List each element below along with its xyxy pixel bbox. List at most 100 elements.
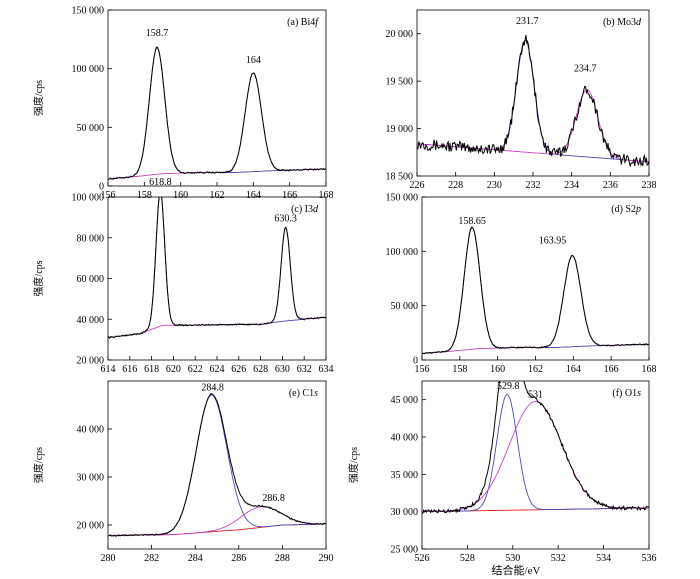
x-tick-label: 164 (246, 190, 261, 201)
y-tick-label: 40 000 (77, 315, 105, 326)
x-tick-label: 158 (452, 364, 467, 375)
x-tick-label: 230 (487, 180, 502, 191)
fit-component (417, 89, 649, 163)
fit-component (417, 39, 649, 163)
panel-f: 526 528 530 532 534 536 25 000 30 000 35 000 40 0… (347, 380, 657, 564)
y-tick-label: 100 000 (386, 247, 419, 258)
y-tick-label: 100 000 (72, 193, 105, 204)
panel-b: 226 228 230 232 234 236 238 18 500 19 000 19 500 2… (386, 9, 657, 191)
x-tick-label: 280 (101, 553, 116, 564)
raw-spectrum (108, 197, 326, 339)
peak-label: 234.7 (574, 64, 597, 75)
y-tick-label: 40 000 (77, 425, 105, 436)
y-axis-label: 强度/cps (32, 447, 45, 483)
x-tick-label: 158 (137, 190, 152, 201)
x-tick-label: 228 (448, 180, 463, 191)
panel-title: (b) Mo3d (603, 17, 642, 28)
y-axis-label: 强度/cps (32, 80, 45, 116)
x-tick-label: 536 (642, 553, 657, 564)
fit-component (422, 394, 649, 513)
x-axis-label: 结合能/eV (492, 563, 541, 577)
panel-d: 156 158 160 162 164 166 168 0 50 000 100 000 150 0… (386, 193, 657, 376)
y-tick-label: 100 000 (72, 64, 105, 75)
x-tick-label: 168 (319, 190, 334, 201)
y-tick-label: 40 000 (391, 433, 419, 444)
raw-spectrum (422, 381, 649, 514)
panel-title: (a) Bi4f (287, 17, 319, 28)
x-tick-label: 166 (604, 364, 619, 375)
y-tick-label: 19 500 (386, 77, 414, 88)
raw-spectrum (422, 226, 649, 355)
panel-title: (e) C1s (289, 388, 318, 399)
y-tick-label: 19 000 (386, 124, 414, 135)
y-tick-label: 50 000 (77, 123, 105, 134)
y-tick-label: 20 000 (77, 521, 105, 532)
fit-component (422, 401, 649, 513)
panel-a: 156 158 160 162 164 166 168 0 50 000 100 000 150 0… (32, 6, 334, 202)
x-tick-label: 232 (526, 180, 541, 191)
x-tick-label: 286 (231, 553, 246, 564)
peak-label: 284.8 (201, 383, 224, 394)
x-tick-label: 526 (415, 553, 430, 564)
x-tick-label: 620 (166, 364, 181, 375)
x-tick-label: 234 (564, 180, 579, 191)
x-tick-label: 162 (528, 364, 543, 375)
plot-frame (107, 380, 327, 550)
x-tick-label: 630 (275, 364, 290, 375)
panel-title: (f) O1s (612, 388, 641, 399)
x-tick-label: 624 (210, 364, 225, 375)
x-tick-label: 530 (505, 553, 520, 564)
x-tick-label: 238 (642, 180, 657, 191)
peak-label: 158.65 (458, 216, 486, 227)
y-tick-label: 20 000 (386, 29, 414, 40)
y-tick-label: 80 000 (77, 233, 105, 244)
x-tick-label: 162 (210, 190, 225, 201)
x-tick-label: 166 (282, 190, 297, 201)
y-tick-label: 150 000 (72, 6, 105, 17)
peak-label: 231.7 (516, 16, 539, 27)
peak-label: 618.8 (149, 177, 172, 188)
y-tick-label: 60 000 (77, 274, 105, 285)
y-tick-label: 30 000 (391, 507, 419, 518)
x-tick-label: 168 (642, 364, 657, 375)
peak-label: 164 (246, 55, 261, 66)
fit-component (422, 255, 649, 354)
panel-title: (c) I3d (291, 204, 319, 215)
x-tick-label: 160 (173, 190, 188, 201)
y-axis-label: 强度/cps (347, 447, 360, 483)
x-tick-label: 164 (566, 364, 581, 375)
x-tick-label: 632 (297, 364, 312, 375)
y-tick-label: 35 000 (391, 470, 419, 481)
y-tick-label: 20 000 (77, 356, 105, 367)
fit-component (108, 47, 326, 180)
y-tick-label: 50 000 (391, 301, 419, 312)
x-tick-label: 282 (144, 553, 159, 564)
x-tick-label: 236 (603, 180, 618, 191)
peak-label: 531 (528, 389, 543, 400)
x-tick-label: 290 (319, 553, 334, 564)
x-tick-label: 626 (231, 364, 246, 375)
y-tick-label: 18 500 (386, 172, 414, 183)
x-tick-label: 614 (101, 364, 116, 375)
panel-e: 280 282 284 286 288 290 20 000 30 000 40 000 强度/c… (32, 380, 334, 564)
x-tick-label: 160 (490, 364, 505, 375)
peak-label: 630.3 (274, 213, 297, 224)
x-tick-label: 622 (188, 364, 203, 375)
x-tick-label: 628 (253, 364, 268, 375)
peak-label: 529.8 (497, 381, 520, 392)
fit-component (108, 394, 326, 537)
y-tick-label: 45 000 (391, 395, 419, 406)
x-tick-label: 226 (410, 180, 425, 191)
panel-c: 614 616 618 620 622 624 626 628 630 632 634 20 000 4… (32, 177, 334, 375)
plot-frame (416, 9, 650, 177)
x-tick-label: 528 (460, 553, 475, 564)
x-tick-label: 284 (188, 553, 203, 564)
panel-title: (d) S2p (611, 204, 641, 215)
peak-label: 286.8 (262, 493, 285, 504)
x-tick-label: 534 (596, 553, 611, 564)
plot-frame (421, 380, 650, 550)
x-tick-label: 616 (122, 364, 137, 375)
raw-spectrum (108, 46, 326, 181)
x-tick-label: 156 (101, 190, 116, 201)
